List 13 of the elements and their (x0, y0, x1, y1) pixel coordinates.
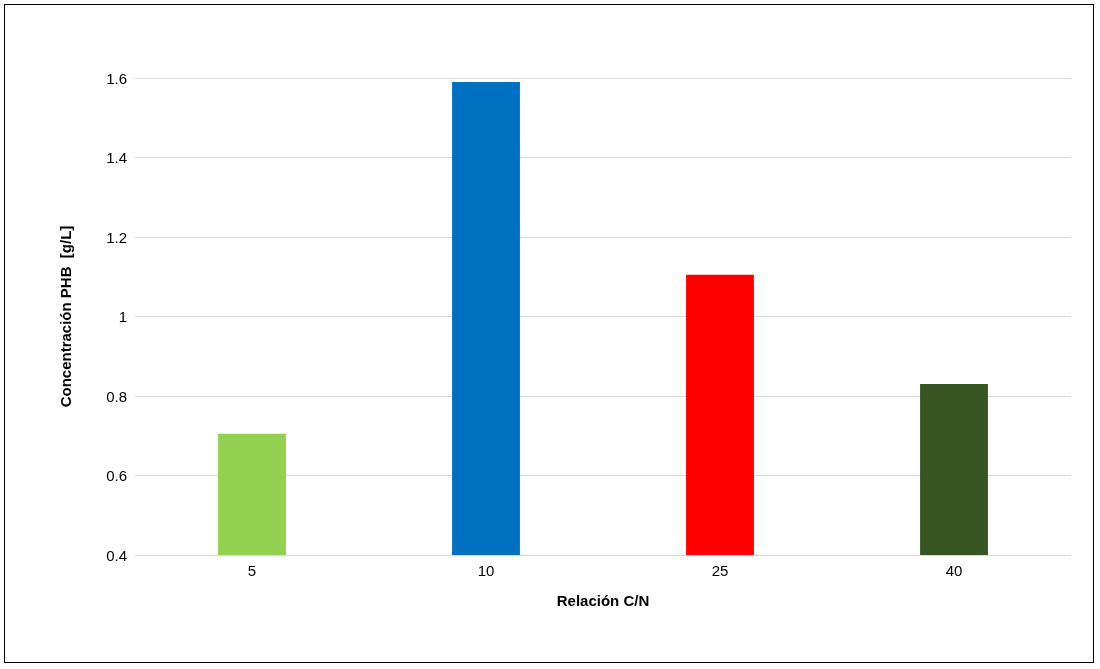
y-tick-label: 0.6 (106, 467, 127, 484)
y-tick-label: 1.2 (106, 228, 127, 246)
x-tick-label: 10 (477, 562, 495, 579)
x-tick-label: 5 (247, 562, 257, 579)
y-tick-label: 1.4 (106, 149, 127, 166)
x-tick-label: 25 (711, 562, 729, 579)
x-tick-label: 40 (945, 562, 963, 579)
y-tick-label: 1 (118, 308, 127, 325)
y-tick-label: 1.6 (106, 69, 127, 87)
y-axis-title: Concentración PHB [g/L] (57, 225, 74, 408)
y-tick-label: 0.8 (106, 387, 127, 405)
x-axis-title: Relación C/N (556, 592, 650, 609)
y-tick-label: 0.4 (106, 546, 127, 564)
